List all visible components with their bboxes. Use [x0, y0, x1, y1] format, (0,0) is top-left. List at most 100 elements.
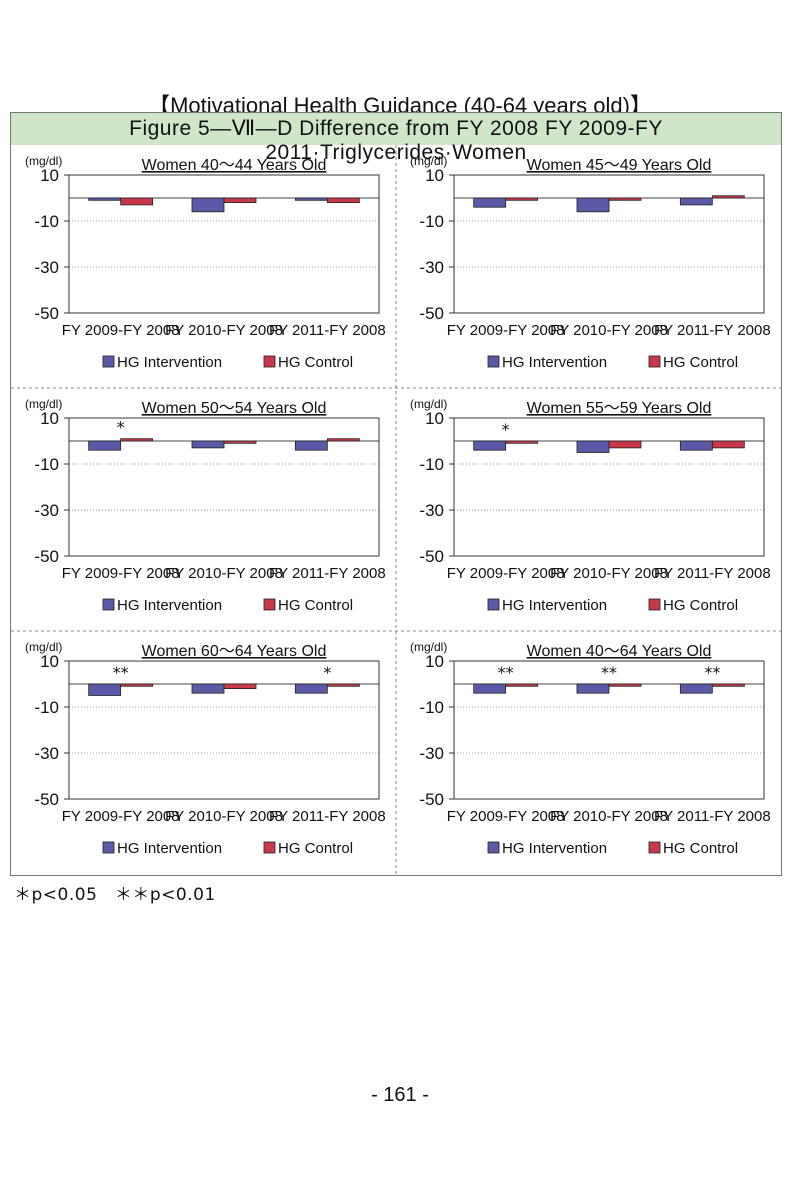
- y-tick-label: -30: [419, 501, 444, 520]
- chart-title: Women 50～54 Years Old: [142, 400, 327, 417]
- bar-intervention: [679, 197, 713, 206]
- bar-intervention: [679, 440, 713, 451]
- x-tick-label: FY 2010-FY 2008: [165, 808, 283, 825]
- x-tick-label: FY 2011-FY 2008: [269, 322, 386, 339]
- bar-intervention: [294, 440, 328, 451]
- x-tick-label: FY 2011-FY 2008: [654, 322, 771, 339]
- y-tick-label: -30: [419, 258, 444, 277]
- x-tick-label: FY 2009-FY 2008: [447, 565, 565, 582]
- x-tick-label: FY 2010-FY 2008: [165, 322, 283, 339]
- plot-area: [453, 174, 765, 314]
- y-tick-label: 10: [40, 166, 59, 185]
- bar-intervention: [88, 440, 122, 451]
- x-tick-label: FY 2011-FY 2008: [269, 808, 386, 825]
- x-tick-label: FY 2011-FY 2008: [654, 565, 771, 582]
- y-tick-label: 10: [425, 652, 444, 671]
- bar-control: [120, 438, 154, 442]
- bar-control: [608, 197, 642, 201]
- plot-area: [68, 660, 380, 800]
- bar-control: [120, 197, 154, 206]
- y-tick-label: -10: [419, 698, 444, 717]
- chart-title: Women 55～59 Years Old: [527, 400, 712, 417]
- legend-label-intervention: HG Intervention: [117, 840, 222, 857]
- bar-control: [505, 440, 539, 444]
- page-number: - 161 -: [371, 1084, 429, 1106]
- bar-intervention: [294, 683, 328, 694]
- y-tick-label: -10: [419, 212, 444, 231]
- significance-marker: **: [113, 663, 129, 682]
- legend-label-control: HG Control: [278, 840, 353, 857]
- legend-swatch-control: [648, 841, 661, 854]
- bar-control: [608, 683, 642, 687]
- bar-control: [223, 683, 257, 689]
- bar-intervention: [473, 197, 507, 208]
- significance-footnote: ＊p<0.05 ＊＊p<0.01: [14, 885, 216, 905]
- bar-intervention: [191, 440, 225, 449]
- y-tick-label: -50: [419, 304, 444, 323]
- bar-control: [326, 438, 360, 442]
- x-tick-label: FY 2009-FY 2008: [62, 808, 180, 825]
- legend-swatch-control: [648, 355, 661, 368]
- bar-intervention: [294, 197, 328, 201]
- bar-intervention: [576, 683, 610, 694]
- legend-swatch-control: [263, 355, 276, 368]
- bar-control: [326, 197, 360, 203]
- legend-swatch-intervention: [102, 841, 115, 854]
- y-tick-label: -30: [419, 744, 444, 763]
- x-tick-label: FY 2010-FY 2008: [550, 808, 668, 825]
- chart-title: Women 40～44 Years Old: [142, 157, 327, 174]
- x-tick-label: FY 2011-FY 2008: [654, 808, 771, 825]
- significance-marker: **: [498, 663, 514, 682]
- y-tick-label: 10: [425, 409, 444, 428]
- bar-intervention: [576, 440, 610, 453]
- bar-intervention: [88, 197, 122, 201]
- x-tick-label: FY 2010-FY 2008: [550, 322, 668, 339]
- y-tick-label: -10: [419, 455, 444, 474]
- chart-title: Women 40～64 Years Old: [527, 643, 712, 660]
- legend-label-intervention: HG Intervention: [117, 354, 222, 371]
- legend-label-intervention: HG Intervention: [502, 840, 607, 857]
- y-tick-label: -30: [34, 744, 59, 763]
- legend-swatch-intervention: [102, 355, 115, 368]
- bar-intervention: [679, 683, 713, 694]
- bar-control: [608, 440, 642, 449]
- y-tick-label: 10: [425, 166, 444, 185]
- bar-control: [326, 683, 360, 687]
- significance-marker: *: [117, 418, 125, 437]
- bar-intervention: [473, 440, 507, 451]
- chart-grid: (mg/dl) Women 40～44 Years Old10-10-30-50F…: [11, 145, 781, 875]
- y-unit-label: (mg/dl): [25, 640, 62, 654]
- x-tick-label: FY 2009-FY 2008: [447, 322, 565, 339]
- legend-swatch-intervention: [487, 355, 500, 368]
- y-tick-label: -50: [419, 790, 444, 809]
- legend-label-control: HG Control: [663, 840, 738, 857]
- legend-swatch-intervention: [102, 598, 115, 611]
- y-unit-label: (mg/dl): [410, 154, 447, 168]
- x-tick-label: FY 2009-FY 2008: [62, 322, 180, 339]
- y-unit-label: (mg/dl): [410, 640, 447, 654]
- x-tick-label: FY 2009-FY 2008: [62, 565, 180, 582]
- significance-marker: *: [323, 663, 331, 682]
- x-tick-label: FY 2010-FY 2008: [165, 565, 283, 582]
- bar-control: [711, 195, 745, 199]
- y-tick-label: -50: [419, 547, 444, 566]
- bar-intervention: [191, 197, 225, 213]
- bar-control: [505, 197, 539, 201]
- y-unit-label: (mg/dl): [25, 154, 62, 168]
- legend-swatch-control: [648, 598, 661, 611]
- y-tick-label: -30: [34, 501, 59, 520]
- chart-title: Women 45～49 Years Old: [527, 157, 712, 174]
- y-tick-label: 10: [40, 652, 59, 671]
- significance-marker: **: [601, 663, 617, 682]
- bar-control: [223, 440, 257, 444]
- legend-swatch-control: [263, 841, 276, 854]
- significance-marker: *: [502, 420, 510, 439]
- bar-control: [223, 197, 257, 203]
- y-tick-label: -10: [34, 455, 59, 474]
- figure-header: Figure 5—Ⅶ—D Difference from FY 2008 FY …: [11, 113, 781, 164]
- y-tick-label: -10: [34, 698, 59, 717]
- x-tick-label: FY 2011-FY 2008: [269, 565, 386, 582]
- y-tick-label: -30: [34, 258, 59, 277]
- y-tick-label: -50: [34, 547, 59, 566]
- legend-swatch-control: [263, 598, 276, 611]
